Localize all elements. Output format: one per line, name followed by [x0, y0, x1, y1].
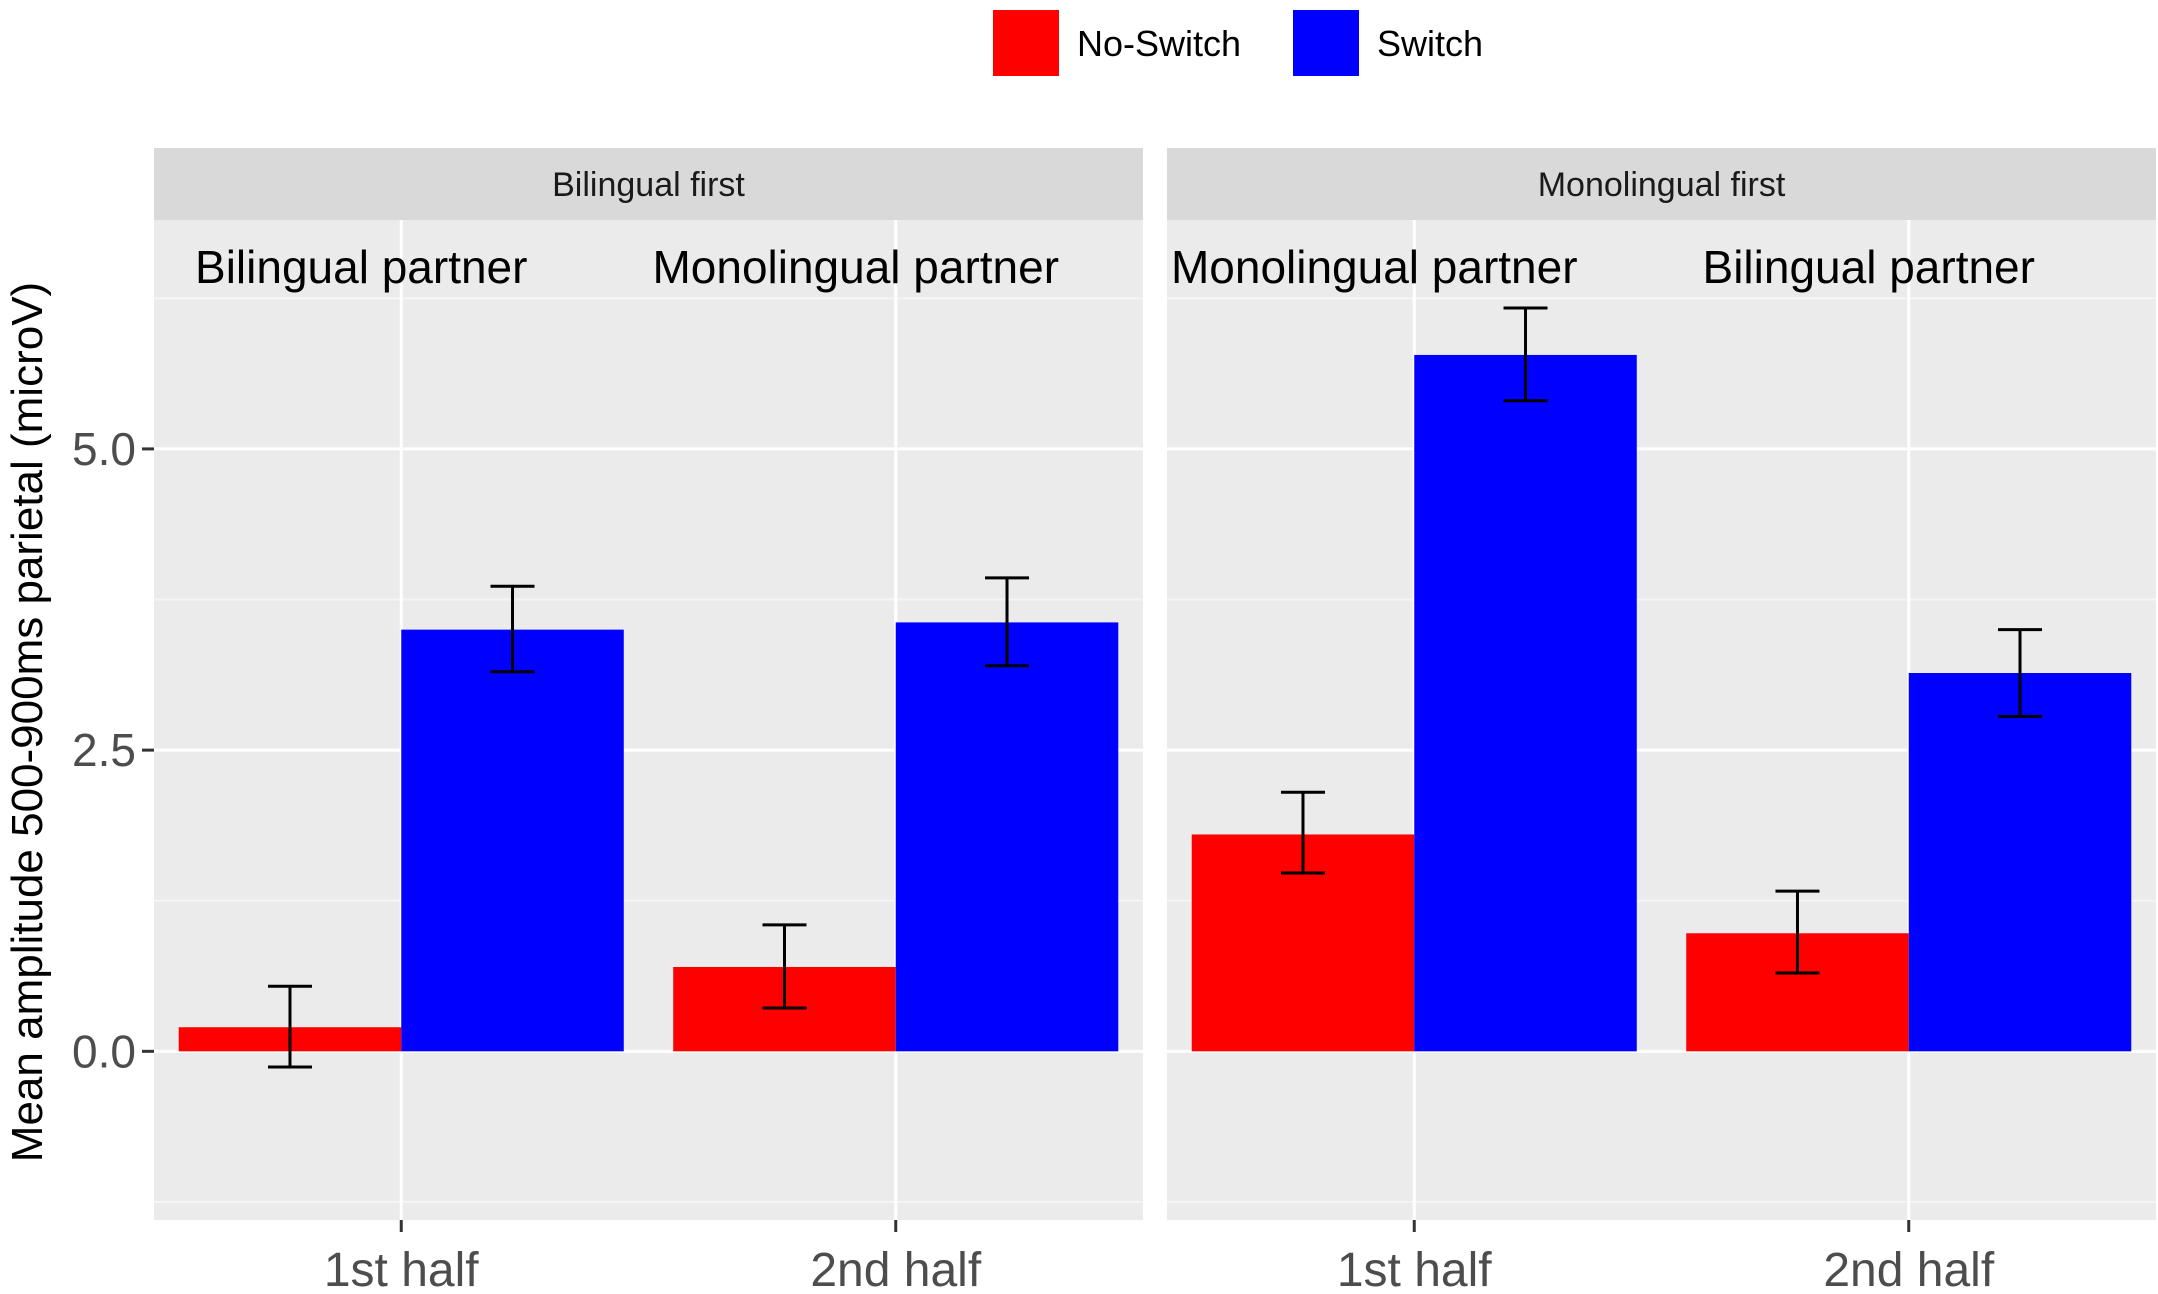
legend: No-Switch Switch — [993, 10, 1483, 76]
x-tick-label: 2nd half — [1823, 1244, 1994, 1294]
legend-swatch-no-switch — [993, 10, 1059, 76]
bar-switch-2 — [895, 622, 1119, 1052]
bar-switch-1 — [1414, 354, 1637, 1052]
strip-background — [154, 148, 1143, 220]
y-tick-label: 2.5 — [72, 724, 136, 776]
facet-panel-2: Monolingual first Monolingual partner Bili… — [1167, 148, 2156, 1294]
x-tick-label: 2nd half — [810, 1244, 981, 1294]
error-bar-no-switch-2 — [1775, 889, 1820, 975]
y-tick-label: 0.0 — [72, 1025, 136, 1077]
y-axis-title: Mean amplitude 500-900ms parietal (micro… — [3, 282, 52, 1162]
bar-switch-2 — [1908, 673, 2132, 1052]
error-bar-switch-2 — [1998, 628, 2043, 718]
error-bar-switch-1 — [490, 584, 535, 674]
strip-label: Bilingual first — [552, 166, 745, 204]
x-tick-label: 1st half — [324, 1244, 479, 1294]
legend-label-no-switch: No-Switch — [1077, 23, 1241, 64]
error-bar-no-switch-1 — [1280, 790, 1325, 875]
partner-label-1: Bilingual partner — [195, 241, 527, 293]
bar-switch-1 — [401, 629, 624, 1052]
x-tick-label: 1st half — [1337, 1244, 1492, 1294]
error-bar-switch-1 — [1503, 306, 1548, 403]
partner-label-2: Bilingual partner — [1703, 241, 2035, 293]
error-bar-no-switch-2 — [762, 923, 807, 1010]
legend-swatch-switch — [1293, 10, 1359, 76]
strip-label: Monolingual first — [1538, 166, 1786, 204]
y-tick-label: 5.0 — [72, 423, 136, 475]
facet-panel-1: Bilingual first Bilingual partner Monoling… — [72, 148, 1143, 1294]
error-bar-no-switch-1 — [267, 984, 312, 1069]
partner-label-2: Monolingual partner — [652, 241, 1059, 293]
partner-label-1: Monolingual partner — [1171, 241, 1578, 293]
error-bar-switch-2 — [985, 576, 1030, 668]
strip-background — [1167, 148, 2156, 220]
legend-label-switch: Switch — [1377, 23, 1483, 64]
